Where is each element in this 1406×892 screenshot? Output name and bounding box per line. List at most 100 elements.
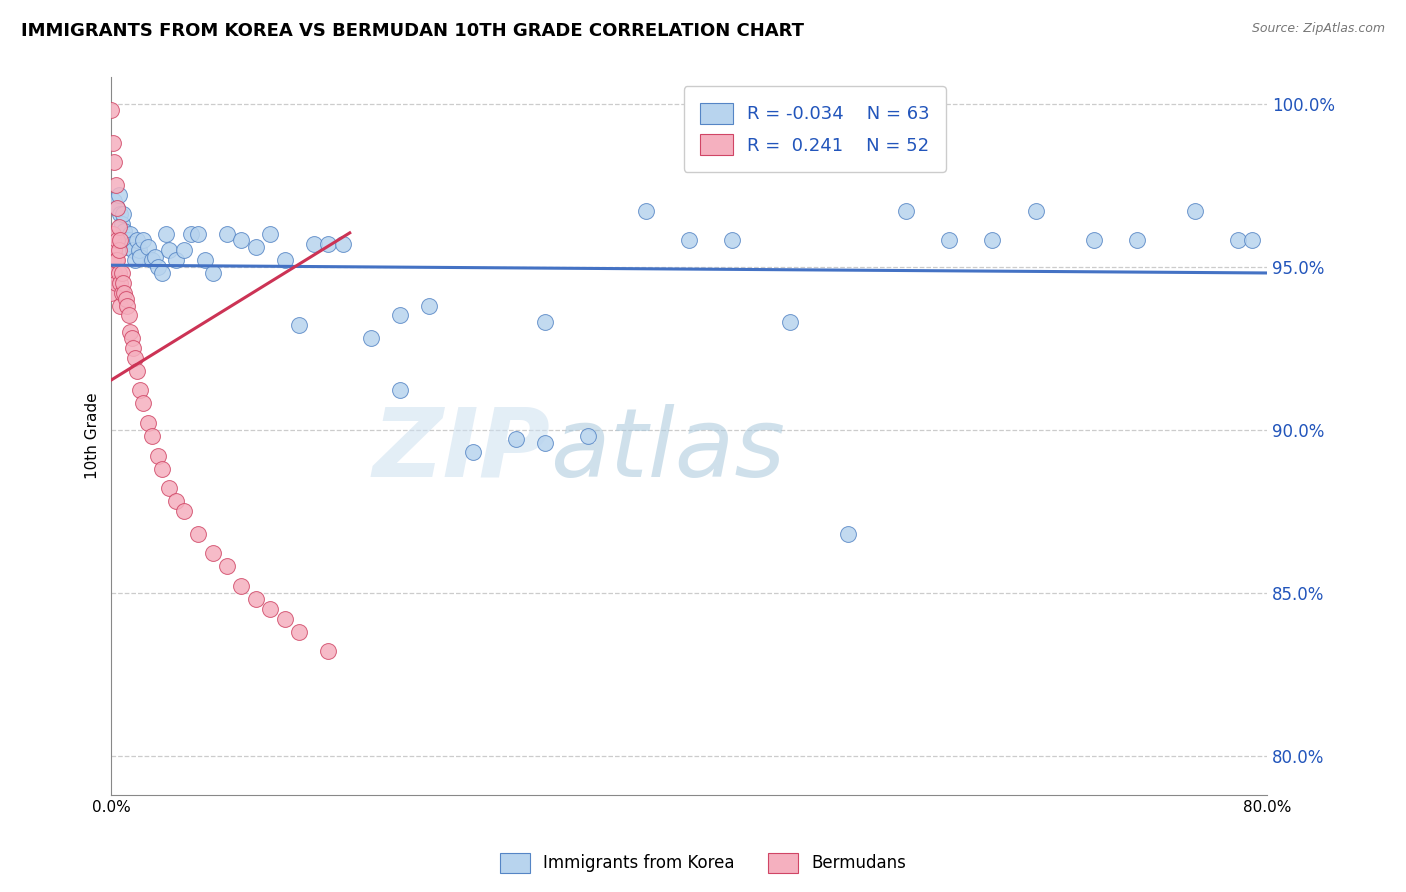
Point xyxy=(104,252,127,267)
Point xyxy=(155,227,177,241)
Point xyxy=(389,384,412,398)
Point xyxy=(259,227,281,241)
Point xyxy=(121,236,143,251)
Point xyxy=(120,325,142,339)
Point xyxy=(103,244,125,258)
Point xyxy=(1184,204,1206,219)
Point xyxy=(274,612,297,626)
Point xyxy=(104,276,127,290)
Text: IMMIGRANTS FROM KOREA VS BERMUDAN 10TH GRADE CORRELATION CHART: IMMIGRANTS FROM KOREA VS BERMUDAN 10TH G… xyxy=(21,22,804,40)
Point xyxy=(288,318,311,333)
Point xyxy=(1083,234,1105,248)
Point xyxy=(127,234,149,248)
Point xyxy=(100,285,122,300)
Point xyxy=(288,624,311,639)
Point xyxy=(101,252,124,267)
Point xyxy=(173,504,195,518)
Point xyxy=(100,244,122,258)
Point xyxy=(122,244,145,258)
Point xyxy=(533,315,555,329)
Point xyxy=(146,260,169,274)
Point xyxy=(110,285,132,300)
Point xyxy=(245,592,267,607)
Point xyxy=(360,331,382,345)
Point xyxy=(894,204,917,219)
Point xyxy=(157,244,180,258)
Point xyxy=(837,527,859,541)
Point xyxy=(100,266,122,280)
Point xyxy=(533,435,555,450)
Point xyxy=(127,364,149,378)
Point xyxy=(112,285,135,300)
Point xyxy=(132,396,155,410)
Point xyxy=(274,252,297,267)
Point xyxy=(120,227,142,241)
Point xyxy=(117,299,139,313)
Legend: R = -0.034    N = 63, R =  0.241    N = 52: R = -0.034 N = 63, R = 0.241 N = 52 xyxy=(683,87,946,171)
Point xyxy=(779,315,801,329)
Point xyxy=(118,309,141,323)
Point xyxy=(103,155,125,169)
Point xyxy=(1241,234,1264,248)
Y-axis label: 10th Grade: 10th Grade xyxy=(86,392,100,479)
Point xyxy=(165,494,187,508)
Point xyxy=(215,227,238,241)
Point xyxy=(150,461,173,475)
Text: Source: ZipAtlas.com: Source: ZipAtlas.com xyxy=(1251,22,1385,36)
Point xyxy=(111,207,134,221)
Point xyxy=(132,234,155,248)
Point xyxy=(245,240,267,254)
Point xyxy=(129,250,152,264)
Point xyxy=(107,244,129,258)
Point xyxy=(1227,234,1250,248)
Point xyxy=(1025,204,1047,219)
Point xyxy=(259,602,281,616)
Point xyxy=(107,220,129,235)
Point xyxy=(389,309,412,323)
Point xyxy=(173,244,195,258)
Point xyxy=(143,250,166,264)
Point xyxy=(302,236,325,251)
Point xyxy=(634,204,657,219)
Point xyxy=(105,201,128,215)
Point xyxy=(1126,234,1149,248)
Point xyxy=(150,266,173,280)
Point xyxy=(194,252,217,267)
Point xyxy=(129,384,152,398)
Point xyxy=(107,266,129,280)
Point xyxy=(316,236,339,251)
Point xyxy=(576,429,599,443)
Point xyxy=(108,299,131,313)
Point xyxy=(461,445,484,459)
Point xyxy=(105,252,128,267)
Point xyxy=(124,252,146,267)
Text: atlas: atlas xyxy=(551,404,786,497)
Point xyxy=(103,266,125,280)
Point xyxy=(110,217,132,231)
Point xyxy=(115,234,138,248)
Point xyxy=(100,103,122,117)
Point xyxy=(201,266,224,280)
Point xyxy=(110,266,132,280)
Point xyxy=(157,481,180,495)
Point xyxy=(136,240,159,254)
Point xyxy=(124,351,146,365)
Point xyxy=(141,429,163,443)
Point xyxy=(678,234,700,248)
Point xyxy=(128,244,150,258)
Point xyxy=(118,234,141,248)
Point xyxy=(981,234,1004,248)
Point xyxy=(108,276,131,290)
Point xyxy=(201,546,224,560)
Point xyxy=(316,644,339,658)
Point xyxy=(165,252,187,267)
Point xyxy=(105,234,128,248)
Point xyxy=(117,240,139,254)
Point xyxy=(103,194,125,209)
Point xyxy=(231,579,253,593)
Point xyxy=(938,234,960,248)
Text: ZIP: ZIP xyxy=(373,404,551,497)
Point xyxy=(215,559,238,574)
Point xyxy=(101,136,124,150)
Point xyxy=(108,234,131,248)
